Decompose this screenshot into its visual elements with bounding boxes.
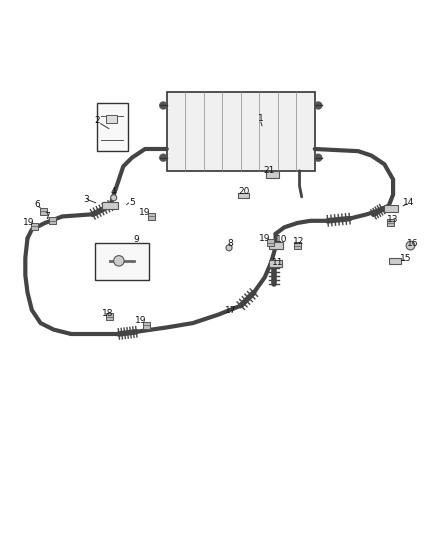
Bar [106,115,117,123]
Text: 7: 7 [44,212,50,221]
Bar [40,208,47,215]
Text: 19: 19 [135,317,146,326]
Text: 5: 5 [129,198,135,207]
Bar [238,193,249,198]
Text: 4: 4 [111,187,117,196]
Bar [31,223,38,230]
Text: 8: 8 [227,239,233,248]
Text: 10: 10 [276,235,288,244]
Bar [269,261,282,266]
Bar [102,201,118,209]
Circle shape [226,245,232,251]
Text: 2: 2 [94,116,100,125]
Bar [387,220,393,227]
Bar [265,171,279,177]
Text: 20: 20 [239,187,250,196]
Text: 12: 12 [293,237,304,246]
Circle shape [406,241,415,250]
Bar [268,242,283,249]
Text: 19: 19 [23,217,35,227]
Circle shape [160,102,167,109]
Text: 14: 14 [403,198,414,207]
Text: 9: 9 [134,235,139,244]
Text: 17: 17 [226,306,237,316]
Bar [267,239,274,246]
Circle shape [315,154,322,161]
Bar [49,217,56,224]
Text: 21: 21 [263,166,274,175]
Text: 15: 15 [400,254,412,263]
Text: 18: 18 [102,309,114,318]
Circle shape [160,154,167,161]
Bar [143,322,150,329]
Text: 1: 1 [258,114,263,123]
Text: 16: 16 [407,239,418,248]
Bar [384,205,398,212]
Bar [148,213,155,220]
FancyBboxPatch shape [167,92,315,171]
Circle shape [111,195,117,201]
Text: 6: 6 [34,200,40,209]
Text: 19: 19 [139,207,151,216]
Text: 19: 19 [259,233,270,243]
FancyBboxPatch shape [95,243,149,279]
Circle shape [114,256,124,266]
Text: 3: 3 [83,195,89,204]
Text: 11: 11 [272,257,283,266]
Text: 13: 13 [386,215,398,224]
Bar [294,242,301,249]
Circle shape [315,102,322,109]
Bar [106,313,113,320]
Bar [389,258,401,264]
FancyBboxPatch shape [97,103,127,151]
